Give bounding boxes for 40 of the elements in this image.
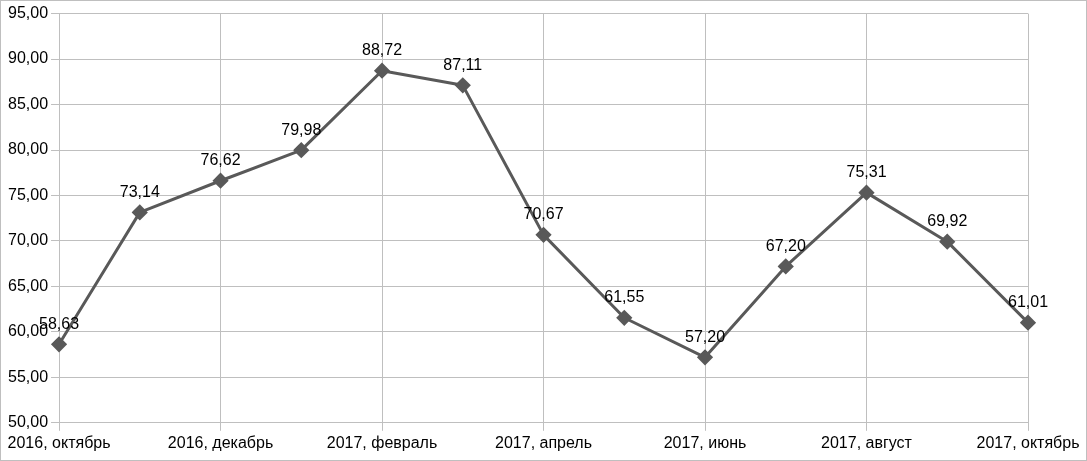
point xyxy=(132,204,148,220)
data-label: 67,20 xyxy=(765,236,806,254)
y-tick-label: 90,00 xyxy=(7,49,49,67)
y-tick-label: 65,00 xyxy=(7,276,49,294)
data-label: 76,62 xyxy=(200,151,241,169)
x-tick-label: 2017, июнь xyxy=(663,433,747,451)
x-tick-label: 2016, декабрь xyxy=(167,433,274,451)
point xyxy=(616,310,632,326)
point xyxy=(536,227,552,243)
data-label: 61,01 xyxy=(1007,293,1049,311)
y-tick-label: 75,00 xyxy=(7,185,49,203)
y-tick-label: 95,00 xyxy=(7,4,49,22)
point xyxy=(374,63,390,79)
y-tick-label: 55,00 xyxy=(7,367,49,385)
data-label: 87,11 xyxy=(443,55,483,73)
x-tick-label: 2017, апрель xyxy=(495,433,593,451)
y-tick-label: 85,00 xyxy=(7,94,49,112)
y-tick-label: 50,00 xyxy=(7,413,49,431)
data-label: 88,72 xyxy=(362,41,403,59)
y-tick-label: 70,00 xyxy=(7,231,49,249)
point xyxy=(455,77,471,93)
point xyxy=(939,234,955,250)
y-tick-label: 80,00 xyxy=(7,140,49,158)
data-label: 75,31 xyxy=(846,163,887,181)
point xyxy=(293,142,309,158)
point xyxy=(859,185,875,201)
data-label: 57,20 xyxy=(684,327,726,345)
data-label: 69,92 xyxy=(927,212,968,230)
data-label: 79,98 xyxy=(281,120,322,138)
x-tick-label: 2016, октябрь xyxy=(7,433,111,451)
data-label: 61,55 xyxy=(604,288,645,306)
x-tick-label: 2017, февраль xyxy=(326,433,438,451)
data-label: 73,14 xyxy=(119,182,160,200)
x-tick-label: 2017, октябрь xyxy=(976,433,1080,451)
x-tick-label: 2017, август xyxy=(821,433,913,451)
point xyxy=(51,336,67,352)
point xyxy=(213,173,229,189)
point xyxy=(697,349,713,365)
point xyxy=(1020,315,1036,331)
point xyxy=(778,258,794,274)
